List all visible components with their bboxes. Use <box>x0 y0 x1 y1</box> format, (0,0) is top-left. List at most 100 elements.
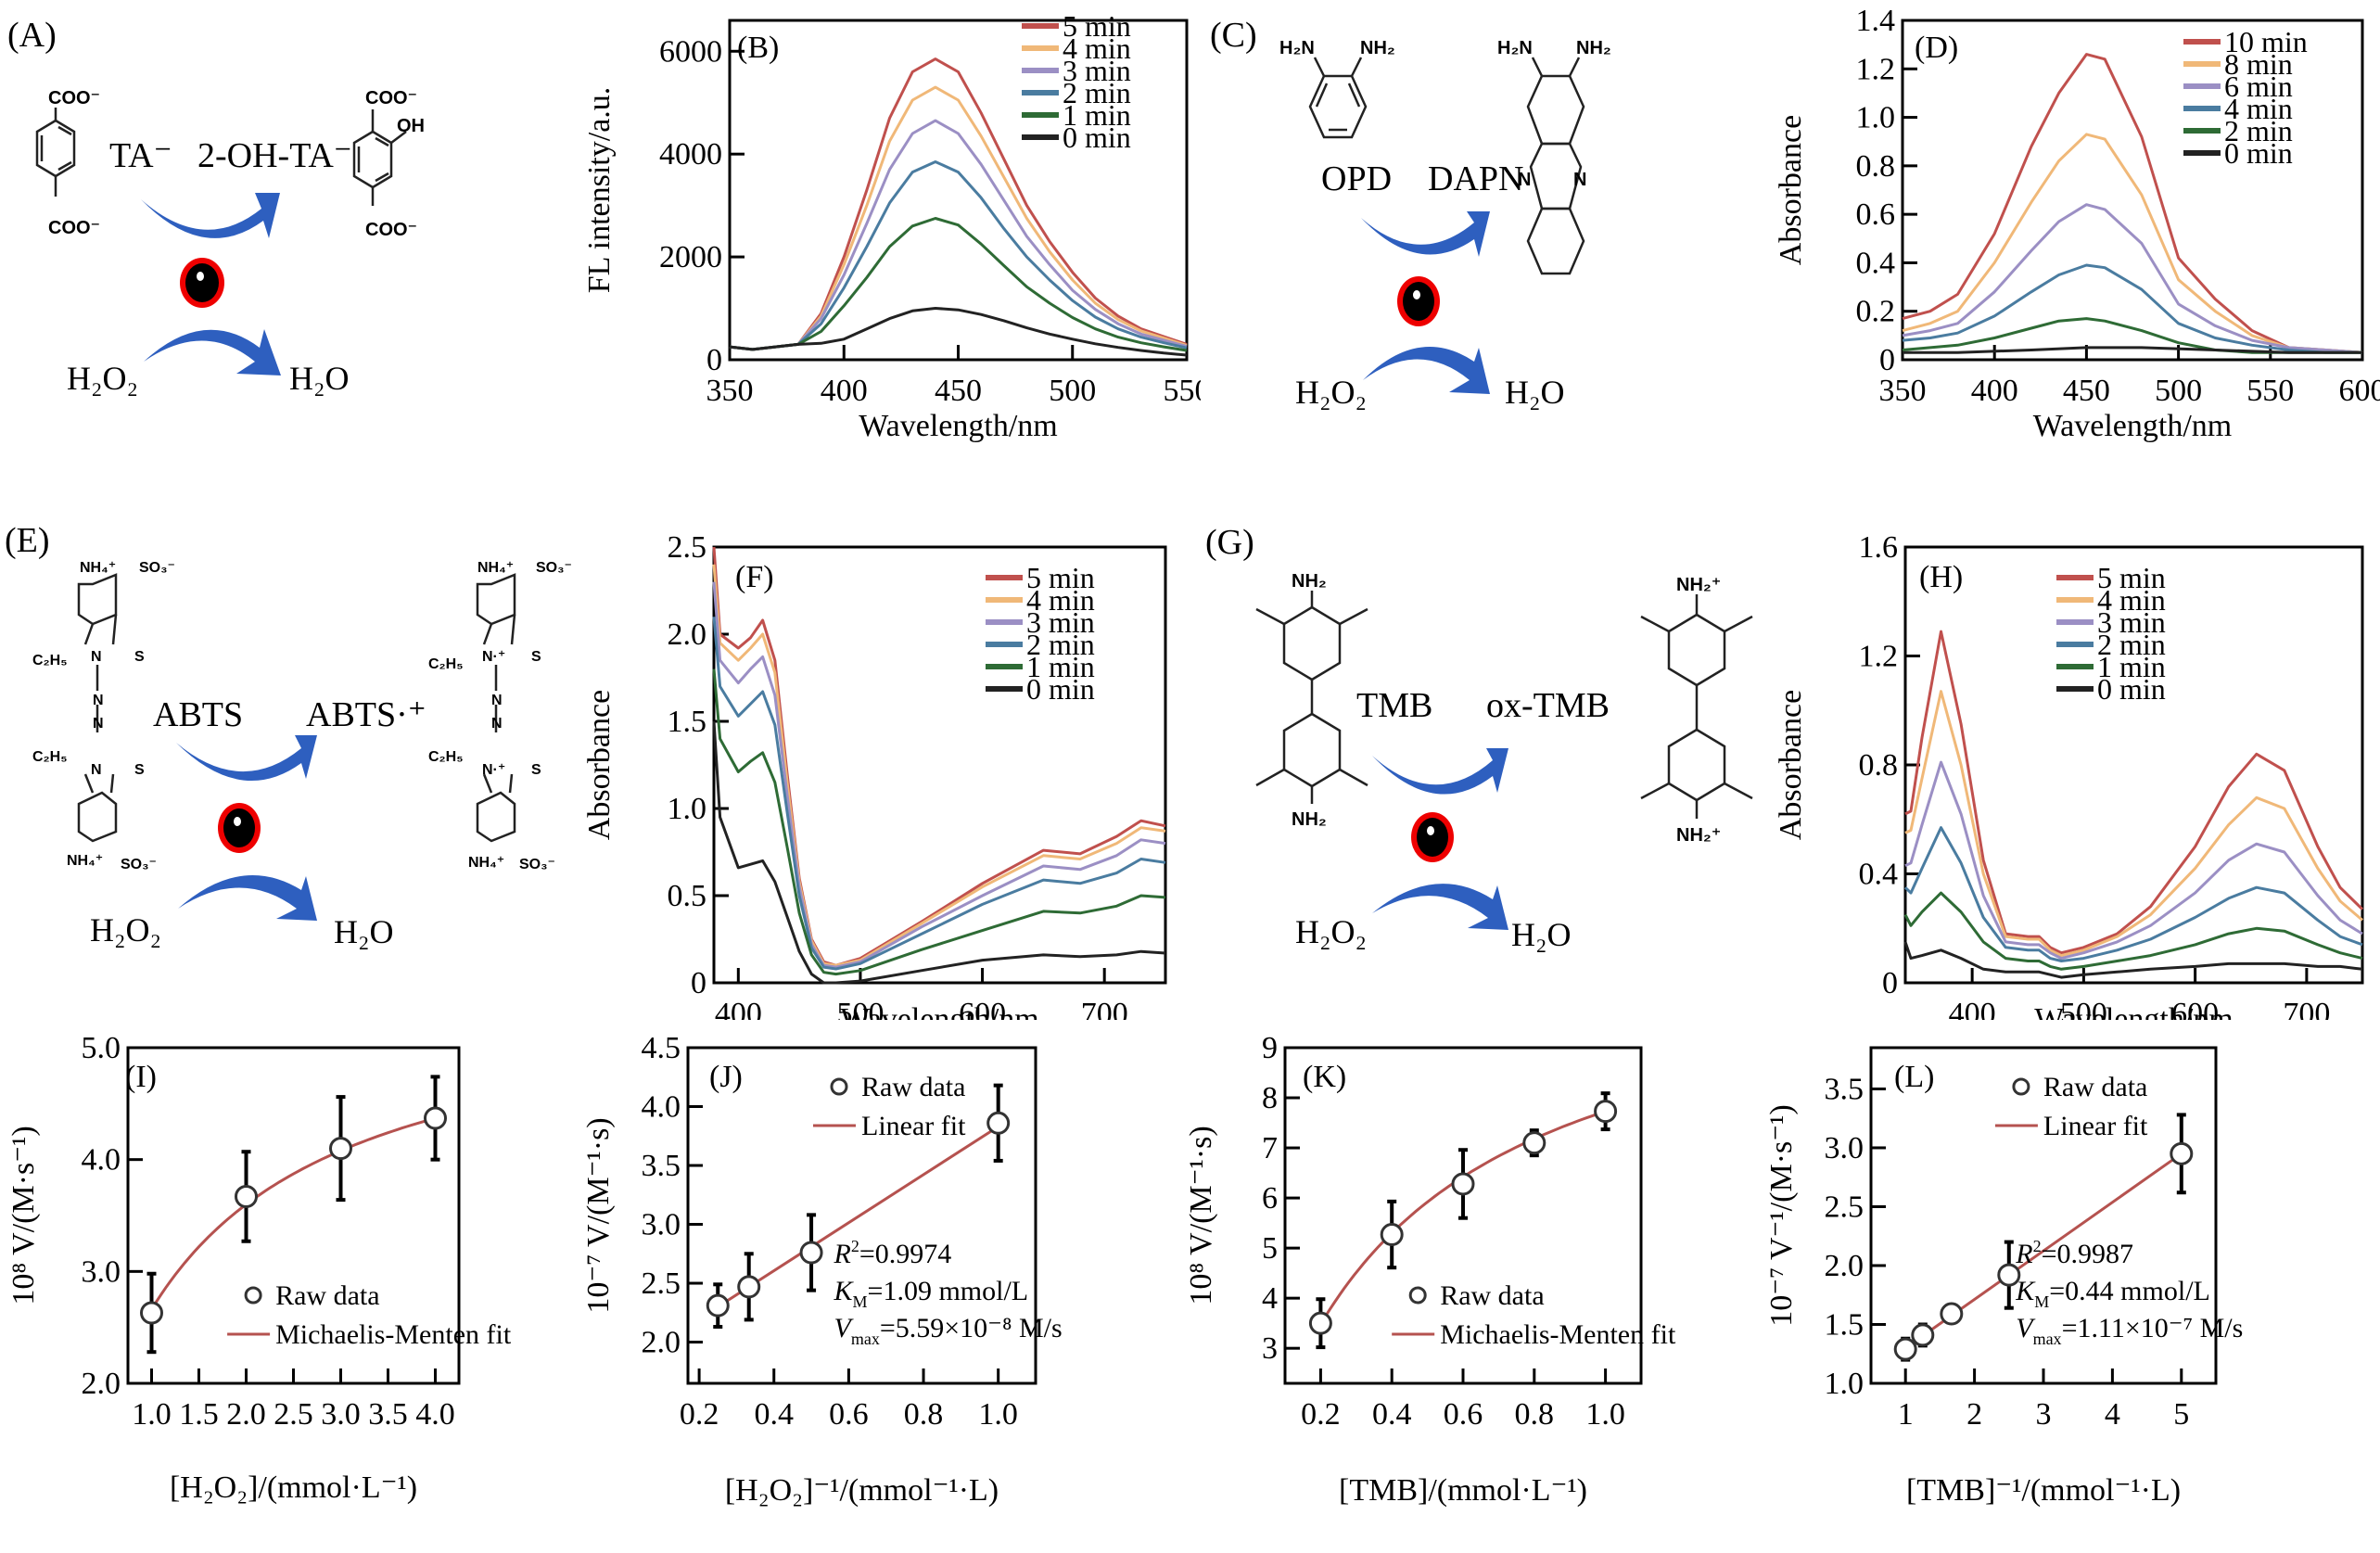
y-axis-label: 10⁸ V/(M·s⁻¹) <box>6 1126 41 1305</box>
h2o-label: H₂O <box>289 360 350 397</box>
opd-structure <box>1310 57 1366 137</box>
x-tick-label: 0.8 <box>904 1397 944 1432</box>
y-tick-label: 2.5 <box>1825 1190 1865 1224</box>
y-tick-label: 3 <box>1262 1331 1278 1366</box>
abts-radical-s-bottom: S <box>531 762 541 778</box>
legend-marker-raw <box>2014 1079 2029 1094</box>
annotation-r2-value: =0.9974 <box>859 1239 951 1269</box>
y-tick-label: 0 <box>706 343 722 377</box>
abts-radical-so3-bottom: SO₃⁻ <box>519 857 555 872</box>
series-line-4-min <box>1903 265 2362 352</box>
x-tick-label: 1.0 <box>1585 1397 1625 1432</box>
y-tick-label: 1.0 <box>1825 1367 1865 1401</box>
reaction-arrow-icon <box>1361 211 1490 257</box>
annotation-vmax-value: =1.11×10⁻⁷ M/s <box>2062 1313 2244 1343</box>
reaction-arrow-icon <box>1363 347 1490 394</box>
scheme-e-svg: (E) NH₄⁺ SO₃⁻ C₂H₅ N S N N C₂H₅ N S NH₄⁺… <box>0 505 575 987</box>
x-tick-label: 600 <box>2339 374 2380 408</box>
annotation-km-value: =0.44 mmol/L <box>2049 1276 2210 1306</box>
abts-so3-bottom: SO₃⁻ <box>121 857 157 872</box>
series-line-4-min <box>1905 692 2362 956</box>
abts-n-top: N <box>91 649 102 665</box>
abts-radical-s-top: S <box>531 649 541 665</box>
panel-label: (B) <box>737 31 779 65</box>
y-tick-label: 0.2 <box>1856 295 1896 329</box>
tmb-label: TMB <box>1356 686 1432 725</box>
legend-entry: Raw data <box>275 1280 379 1311</box>
data-point <box>1524 1133 1545 1153</box>
x-axis-label: Wavelength/nm <box>2033 409 2232 443</box>
series-line-2-min <box>730 162 1187 350</box>
y-tick-label: 4.5 <box>642 1031 681 1065</box>
y-tick-label: 1.4 <box>1856 4 1896 38</box>
abts-radical-n-bottom: N·⁺ <box>482 762 505 778</box>
x-tick-label: 450 <box>935 374 982 408</box>
x-tick-label: 400 <box>1971 374 2018 408</box>
y-tick-label: 1.0 <box>1856 101 1896 135</box>
abts-azo-n1: N <box>93 693 104 708</box>
x-tick-label: 1.5 <box>179 1397 219 1432</box>
y-tick-label: 4 <box>1262 1281 1278 1316</box>
tmb-structure <box>1256 591 1368 804</box>
y-tick-label: 2.0 <box>1825 1249 1865 1283</box>
abts-radical-nh4-top: NH₄⁺ <box>477 560 514 576</box>
annotation-r2: R2=0.9974 <box>834 1237 952 1269</box>
y-tick-label: 0.4 <box>1856 246 1896 280</box>
x-tick-label: 0.2 <box>680 1397 719 1432</box>
y-tick-label: 2.0 <box>668 617 707 652</box>
y-tick-label: 7 <box>1262 1131 1278 1165</box>
x-axis-label: Wavelength/nm <box>2034 1002 2233 1020</box>
y-tick-label: 2.5 <box>668 530 707 565</box>
scheme-c-svg: (C) H₂N NH₂ OPD DAPN H₂N NH₂ N N H₂O₂ H₂… <box>1191 0 1785 482</box>
catalyst-nanoparticle-icon <box>1411 812 1454 862</box>
ta-group-bottom: COO⁻ <box>48 218 100 238</box>
y-axis-label: Absorbance <box>582 690 617 840</box>
y-tick-label: 6000 <box>659 34 722 69</box>
legend-marker-raw <box>246 1288 261 1303</box>
panel-label: (J) <box>709 1060 743 1094</box>
x-tick-label: 700 <box>1081 997 1128 1020</box>
terephthalate-structure <box>37 108 74 197</box>
abts-ethyl-bottom: C₂H₅ <box>32 749 68 765</box>
y-tick-label: 3.0 <box>642 1208 681 1242</box>
x-tick-label: 0.8 <box>1515 1397 1555 1432</box>
scheme-a-svg: (A) COO⁻ COO⁻ TA⁻ 2-OH-TA⁻ COO⁻ OH COO⁻ … <box>0 0 575 482</box>
abts-n-bottom: N <box>91 762 102 778</box>
series-line-1-min <box>730 219 1187 351</box>
x-tick-label: 400 <box>821 374 868 408</box>
abts-radical-ethyl-bottom: C₂H₅ <box>428 749 464 765</box>
panel-label: (K) <box>1303 1060 1346 1094</box>
legend-entry: Michaelis-Menten fit <box>1440 1319 1676 1350</box>
legend-entry: 0 min <box>2224 136 2293 170</box>
dapn-group-right: NH₂ <box>1576 38 1611 58</box>
y-tick-label: 1.2 <box>1856 52 1896 86</box>
annotation-r2: R2=0.9987 <box>2015 1237 2133 1269</box>
scheme-c: (C) H₂N NH₂ OPD DAPN H₂N NH₂ N N H₂O₂ H₂… <box>1191 0 1785 482</box>
abts-label: ABTS <box>153 695 243 734</box>
y-tick-label: 2.0 <box>642 1326 681 1360</box>
ox-tmb-structure <box>1641 594 1752 819</box>
h2o-label: H₂O <box>334 913 394 950</box>
x-axis-label: [H₂O₂]⁻¹/(mmol⁻¹·L) <box>725 1473 999 1508</box>
y-tick-label: 8 <box>1262 1081 1278 1115</box>
panel-label: (I) <box>125 1060 157 1094</box>
abts-radical-azo-n1: N <box>491 693 503 708</box>
ox-tmb-imine-bottom: NH₂⁺ <box>1676 825 1721 846</box>
scheme-g-svg: (G) NH₂ NH₂ TMB ox-TMB NH₂⁺ NH₂⁺ H₂O₂ <box>1191 505 1785 987</box>
h2o2-label: H₂O₂ <box>90 911 161 948</box>
h2o2-label: H₂O₂ <box>1295 374 1367 411</box>
y-tick-label: 1.5 <box>668 705 707 739</box>
x-tick-label: 4.0 <box>415 1397 455 1432</box>
data-point <box>1941 1304 1962 1324</box>
abts-radical-azo-n2: N <box>491 716 503 732</box>
